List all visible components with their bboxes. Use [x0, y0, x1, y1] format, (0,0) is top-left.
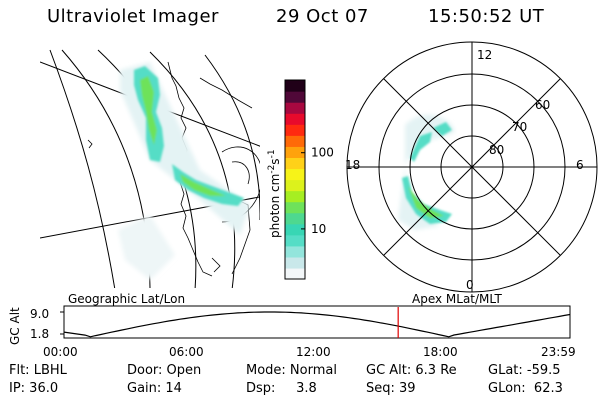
mlat-label-70: 70 — [512, 120, 527, 134]
colorbar-swatch — [285, 168, 305, 181]
mlat-label-80: 80 — [489, 143, 504, 157]
info-seq: Seq: 39 — [366, 381, 416, 396]
altitude-plot: Geographic Lat/Lon Apex MLat/MLT GC Alt … — [8, 292, 576, 359]
mlt-label-18: 18 — [345, 158, 360, 172]
altitude-ytick-min: 1.8 — [30, 327, 49, 341]
polar-map-label: Apex MLat/MLT — [412, 292, 502, 306]
info-gc-alt: GC Alt: 6.3 Re — [366, 363, 457, 378]
colorbar-swatch — [285, 245, 305, 258]
colorbar-unit-label: photon cm-2s-1 — [267, 149, 282, 238]
altitude-xtick-2: 12:00 — [296, 345, 331, 359]
colorbar-swatch — [285, 223, 305, 236]
colorbar-swatch — [285, 157, 305, 170]
colorbar-frame — [284, 79, 306, 280]
colorbar-swatch — [285, 146, 305, 158]
polar-grid — [346, 41, 598, 293]
header-title: Ultraviolet Imager — [47, 6, 219, 27]
colorbar-swatch — [285, 267, 305, 280]
colorbar-swatch — [285, 135, 305, 147]
mlt-label-0: 0 — [466, 278, 474, 292]
colorbar-swatch — [285, 124, 305, 136]
colorbar-tick-label: 10 — [311, 222, 326, 236]
info-mode: Mode: Normal — [246, 363, 337, 378]
magnetic-polar-map: 12 18 6 0 80 70 60 — [345, 41, 598, 293]
altitude-xtick-0: 00:00 — [43, 345, 78, 359]
info-filter: Flt: LBHL — [9, 363, 67, 378]
info-gain: Gain: 14 — [127, 381, 182, 396]
header-date: 29 Oct 07 — [276, 6, 369, 27]
info-ip: IP: 36.0 — [9, 381, 59, 396]
mlt-label-6: 6 — [576, 158, 584, 172]
geo-grid-lines — [40, 49, 260, 288]
info-door: Door: Open — [127, 363, 202, 378]
altitude-xtick-4: 23:59 — [541, 345, 576, 359]
mlt-label-12: 12 — [477, 48, 492, 62]
altitude-ytick-max: 9.0 — [30, 307, 49, 321]
mlat-label-60: 60 — [535, 98, 550, 112]
geographic-map — [40, 49, 260, 288]
colorbar-tick-label: 100 — [311, 146, 334, 160]
altitude-ylabel: GC Alt — [8, 307, 22, 345]
colorbar-swatch — [285, 234, 305, 247]
colorbar: photon cm-2s-1 10 100 — [267, 79, 334, 280]
geo-map-label: Geographic Lat/Lon — [68, 292, 185, 306]
colorbar-swatch — [285, 256, 305, 269]
colorbar-swatch — [285, 113, 305, 125]
altitude-xtick-3: 18:00 — [423, 345, 458, 359]
colorbar-swatch — [285, 80, 305, 92]
altitude-curve — [63, 311, 571, 338]
aurora-polar — [398, 114, 455, 230]
info-glon: GLon: 62.3 — [488, 381, 563, 396]
colorbar-swatch — [285, 212, 305, 225]
aurora-geo — [118, 62, 250, 280]
colorbar-swatch — [285, 102, 305, 114]
altitude-xtick-1: 06:00 — [169, 345, 204, 359]
colorbar-swatch — [285, 201, 305, 214]
colorbar-swatch — [285, 179, 305, 192]
header-time: 15:50:52 UT — [428, 6, 545, 27]
colorbar-swatch — [285, 190, 305, 203]
colorbar-swatch — [285, 91, 305, 103]
info-dsp: Dsp: 3.8 — [246, 381, 317, 396]
altitude-frame — [63, 305, 571, 339]
info-glat: GLat: -59.5 — [488, 363, 561, 378]
